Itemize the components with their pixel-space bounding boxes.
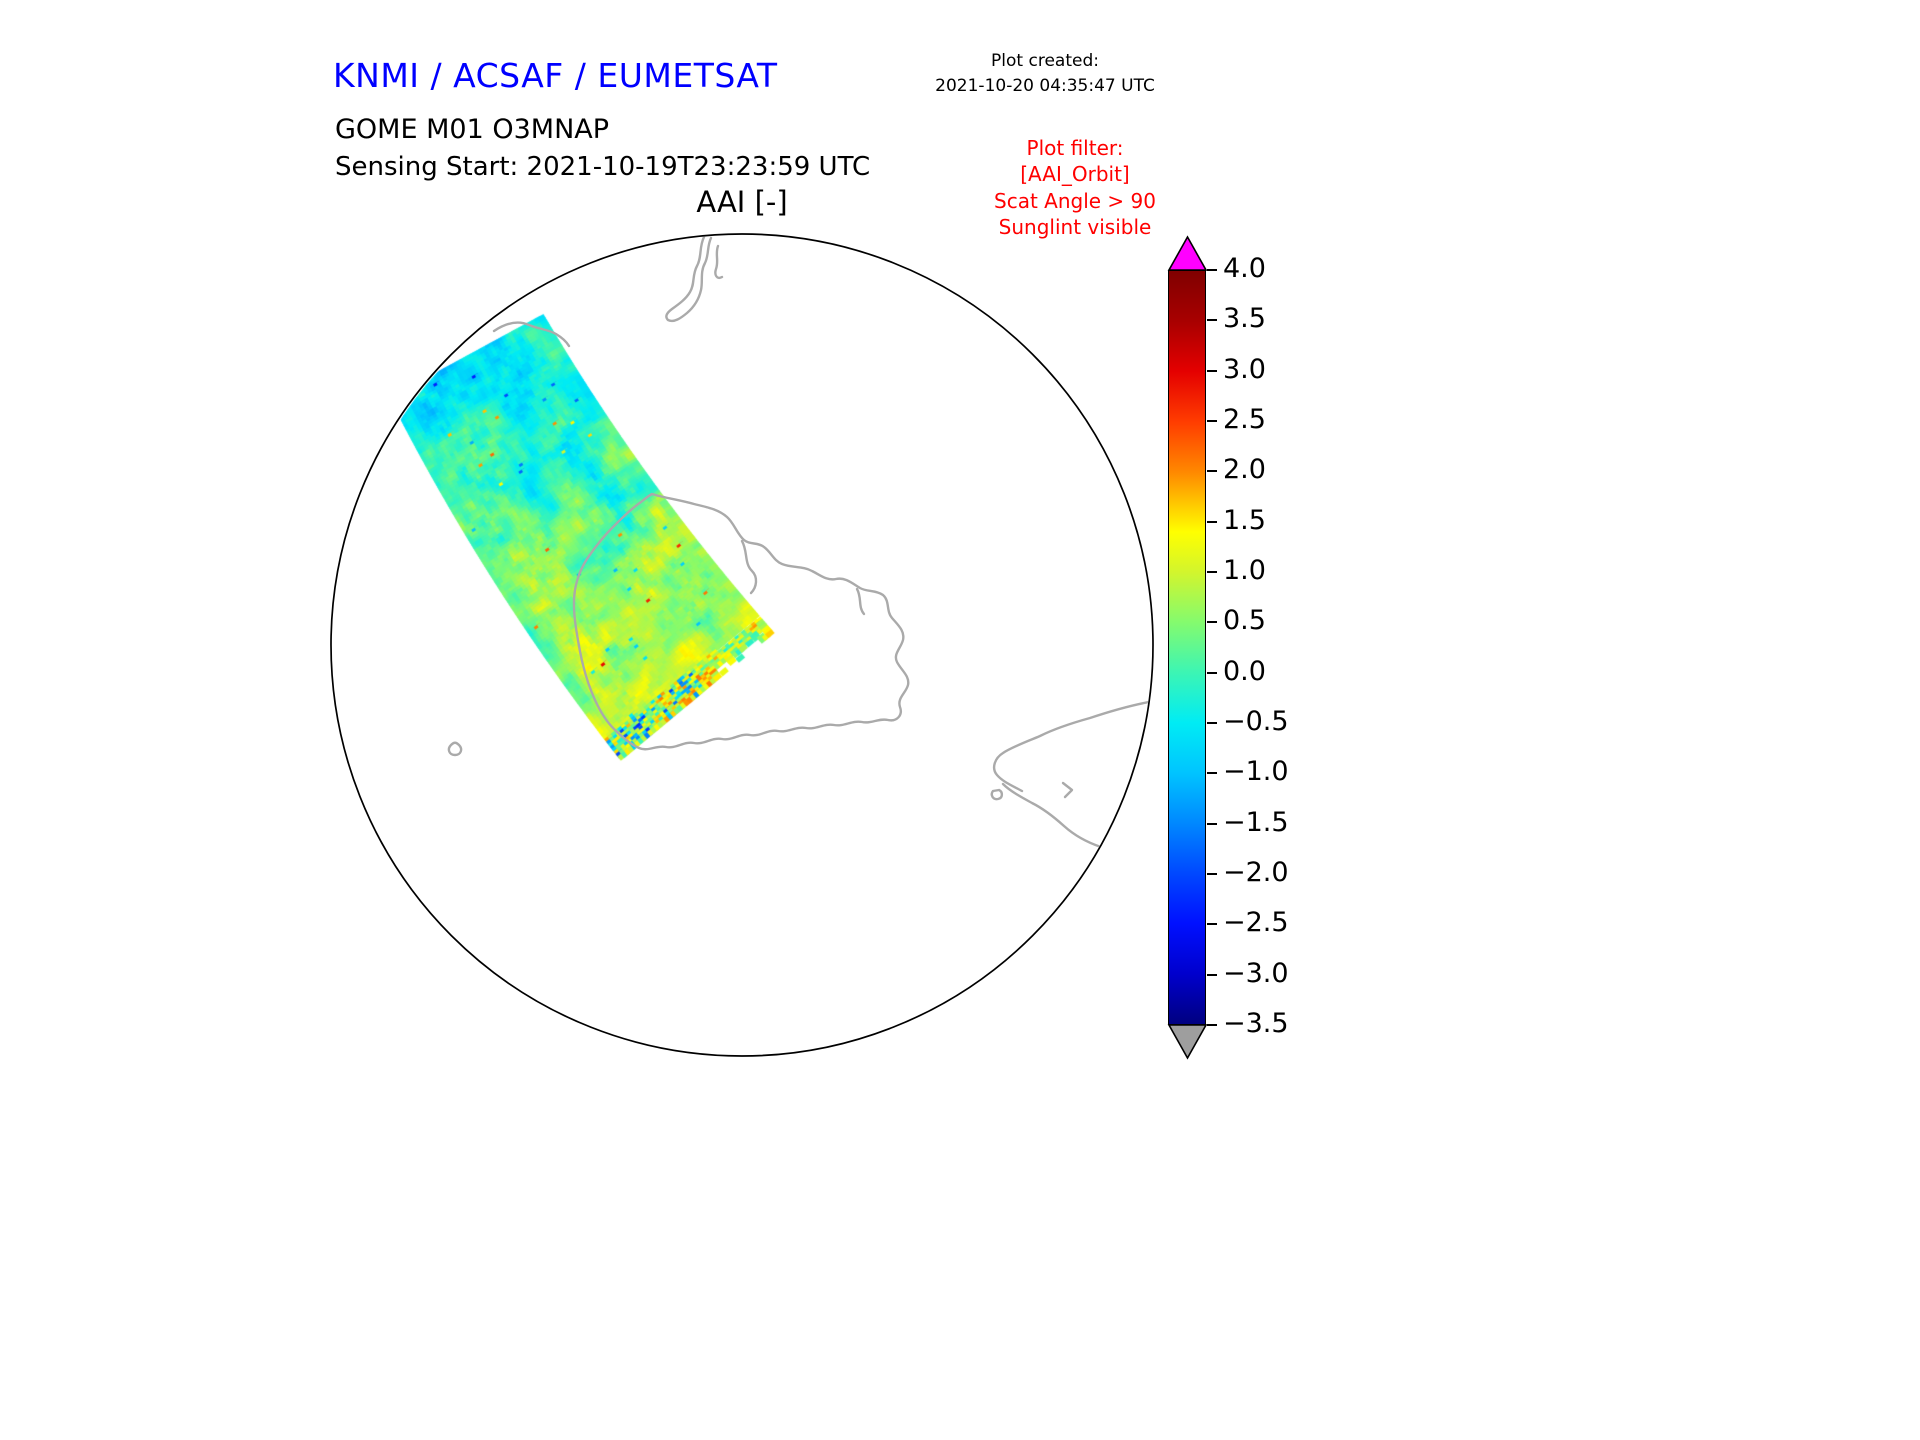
- colorbar-tick-mark: [1207, 621, 1217, 624]
- colorbar-tick-mark: [1207, 1024, 1217, 1026]
- colorbar-tick-label: −1.0: [1223, 756, 1289, 788]
- colorbar-gradient: [1168, 270, 1206, 1025]
- colorbar-tick-label: 2.0: [1223, 454, 1266, 486]
- colorbar-tick-mark: [1207, 470, 1217, 473]
- colorbar-tick-mark: [1207, 269, 1217, 271]
- colorbar-tick-label: 0.0: [1223, 655, 1266, 687]
- plot-filter-line: Sunglint visible: [998, 215, 1152, 240]
- product-title: GOME M01 O3MNAP: [335, 114, 610, 145]
- colorbar-tick-label: −3.0: [1223, 957, 1289, 989]
- sensing-start: Sensing Start: 2021-10-19T23:23:59 UTC: [335, 152, 871, 182]
- colorbar-tick-label: −0.5: [1223, 706, 1289, 737]
- plot-filter-block: Plot filter: [AAI_Orbit] Scat Angle > 90…: [972, 135, 1178, 241]
- colorbar-tick-mark: [1207, 772, 1217, 775]
- plot-created-value: 2021-10-20 04:35:47 UTC: [935, 75, 1155, 96]
- colorbar-tick-label: −1.5: [1223, 806, 1289, 838]
- colorbar-tick-mark: [1207, 319, 1217, 322]
- colorbar-tick-label: −2.0: [1223, 857, 1289, 888]
- colorbar-tick-mark: [1207, 420, 1217, 422]
- colorbar-tick-mark: [1207, 923, 1217, 926]
- organisation-title: KNMI / ACSAF / EUMETSAT: [333, 56, 778, 95]
- colorbar-tick-label: 1.0: [1223, 555, 1266, 586]
- colorbar-tick-mark: [1207, 369, 1217, 372]
- plot-filter-line: Scat Angle > 90: [994, 188, 1156, 213]
- colorbar-tick-label: 1.5: [1223, 504, 1266, 536]
- colorbar-tick-mark: [1207, 822, 1217, 825]
- colorbar-tick-mark: [1207, 973, 1217, 976]
- colorbar-tick-mark: [1207, 520, 1217, 523]
- colorbar-tick-label: 3.0: [1223, 353, 1266, 385]
- colorbar-tick-label: −2.5: [1223, 907, 1289, 939]
- colorbar-tick-mark: [1207, 873, 1217, 875]
- plot-filter-line: Plot filter:: [1026, 136, 1124, 160]
- colorbar-tick-label: 2.5: [1223, 404, 1266, 435]
- colorbar-tick-label: 0.5: [1223, 605, 1266, 637]
- colorbar-tick-mark: [1207, 571, 1217, 573]
- colorbar-tick-label: −3.5: [1223, 1008, 1289, 1039]
- colorbar-tick-label: 4.0: [1223, 253, 1266, 284]
- plot-created-block: Plot created: 2021-10-20 04:35:47 UTC: [928, 49, 1162, 98]
- colorbar-tick-mark: [1207, 722, 1217, 724]
- plot-created-label: Plot created:: [991, 51, 1099, 71]
- colorbar-tick-label: 3.5: [1223, 303, 1266, 335]
- colorbar-tick-mark: [1207, 671, 1217, 674]
- map-quantity-title: AAI [-]: [696, 185, 788, 219]
- plot-filter-line: [AAI_Orbit]: [1020, 162, 1130, 187]
